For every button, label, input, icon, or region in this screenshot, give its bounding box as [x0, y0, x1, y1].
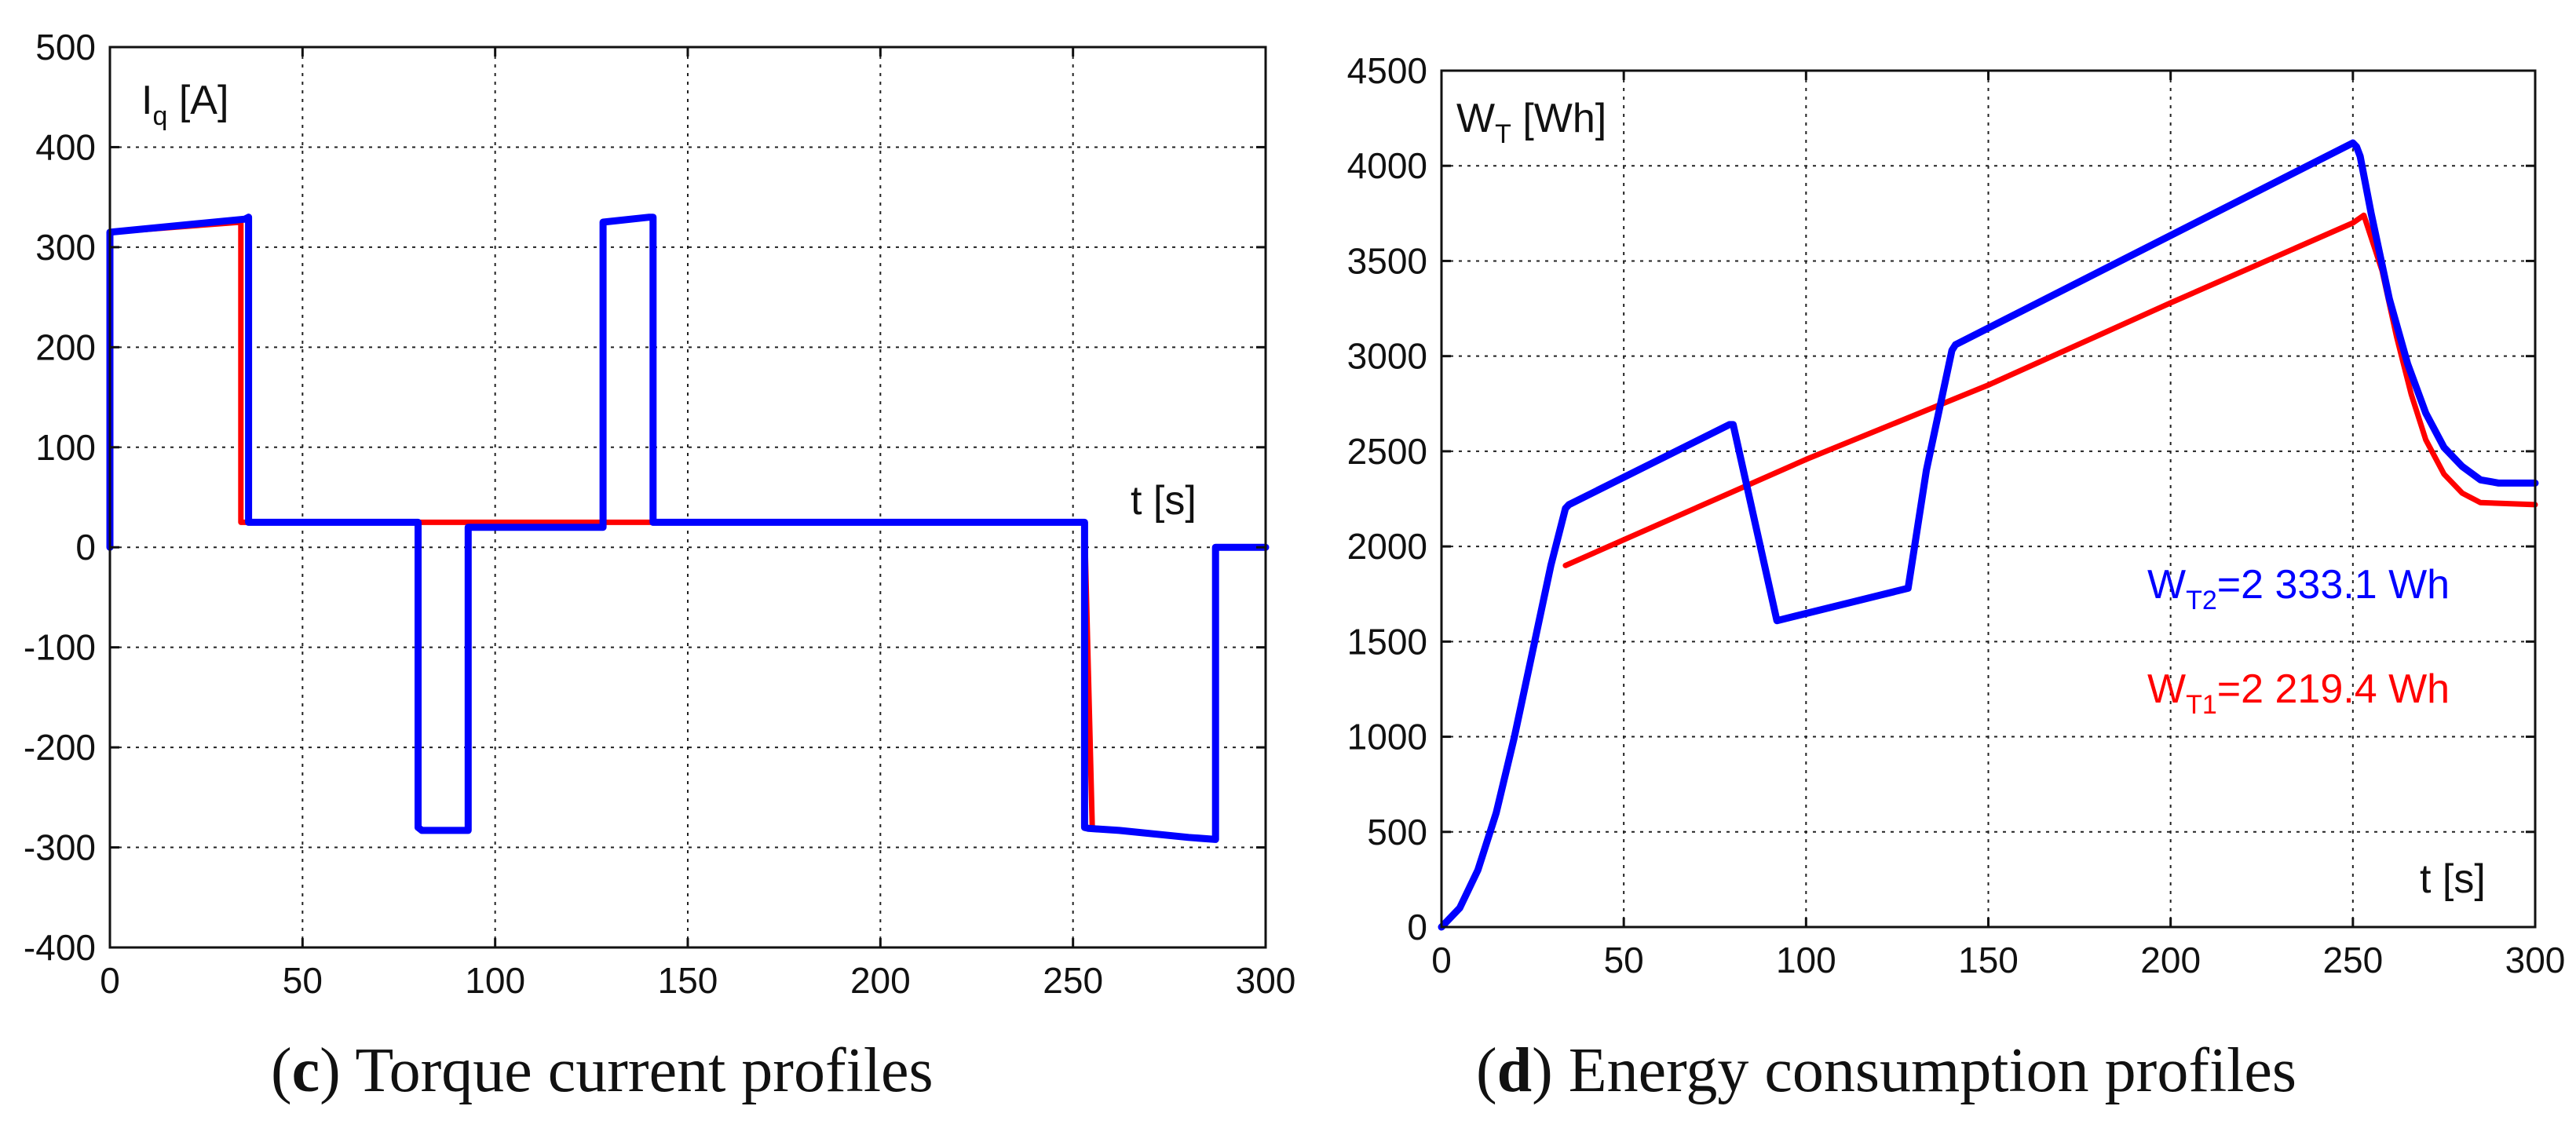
annotation-wt2: WT2=2 333.1 Wh — [2147, 562, 2450, 615]
x-tick-label: 0 — [100, 960, 120, 1001]
y-tick-label: 4500 — [1347, 50, 1427, 91]
y-tick-label: 500 — [35, 27, 96, 68]
y-tick-label: 300 — [35, 227, 96, 268]
y-axis-label: WT [Wh] — [1456, 96, 1606, 149]
annotation-wt1: WT1=2 219.4 Wh — [2147, 666, 2450, 720]
grid — [1441, 71, 2535, 927]
y-tick-label: 3000 — [1347, 336, 1427, 377]
y-tick-label: 400 — [35, 126, 96, 167]
x-tick-label: 250 — [1043, 960, 1103, 1001]
y-tick-label: -100 — [24, 627, 96, 668]
x-tick-label: 50 — [1604, 940, 1644, 980]
x-tick-label: 300 — [2505, 940, 2566, 980]
x-tick-label: 50 — [283, 960, 323, 1001]
grid — [110, 47, 1266, 947]
tick-layer: 0 50 100 150 200 250 3000500100015002000250030… — [1347, 50, 2566, 980]
x-tick-label: 300 — [1236, 960, 1296, 1001]
y-tick-label: 200 — [35, 327, 96, 367]
y-tick-label: 500 — [1367, 812, 1427, 852]
series-line-blue — [1438, 139, 2539, 931]
x-tick-label: 150 — [1958, 940, 2019, 980]
y-tick-label: -300 — [24, 827, 96, 868]
y-tick-label: 0 — [75, 527, 96, 568]
y-tick-label: -400 — [24, 927, 96, 968]
y-tick-label: 3500 — [1347, 240, 1427, 281]
x-tick-label: 200 — [2140, 940, 2201, 980]
series-line-blue — [106, 214, 1270, 843]
y-tick-label: 0 — [1407, 907, 1427, 947]
x-axis-label: t [s] — [1131, 478, 1197, 524]
x-tick-label: 100 — [1776, 940, 1836, 980]
y-tick-label: 4000 — [1347, 145, 1427, 186]
y-tick-label: 1500 — [1347, 621, 1427, 662]
tick-layer: 0 50 100 150 200 250 300 -400 -300 -200 -100 0 100 20… — [24, 27, 1295, 1001]
x-tick-label: 250 — [2322, 940, 2383, 980]
x-tick-label: 0 — [1431, 940, 1452, 980]
y-tick-label: 2000 — [1347, 526, 1427, 567]
caption: (d) Energy consumption profiles — [1476, 1036, 2296, 1105]
series-layer — [1438, 139, 2539, 931]
x-tick-label: 150 — [658, 960, 718, 1001]
y-tick-label: 2500 — [1347, 431, 1427, 472]
y-tick-label: -200 — [24, 727, 96, 768]
caption: (c) Torque current profiles — [271, 1036, 934, 1105]
y-tick-label: 100 — [35, 427, 96, 468]
x-tick-label: 100 — [465, 960, 525, 1001]
y-tick-label: 1000 — [1347, 717, 1427, 757]
x-tick-label: 200 — [850, 960, 911, 1001]
chart-energy-consumption: 0 50 100 150 200 250 3000500100015002000250030… — [1347, 50, 2566, 1105]
chart-torque-current: 0 50 100 150 200 250 300 -400 -300 -200 -100 0 100 20… — [24, 27, 1295, 1105]
y-axis-label: Iq [A] — [141, 78, 228, 131]
x-axis-label: t [s] — [2420, 856, 2486, 902]
